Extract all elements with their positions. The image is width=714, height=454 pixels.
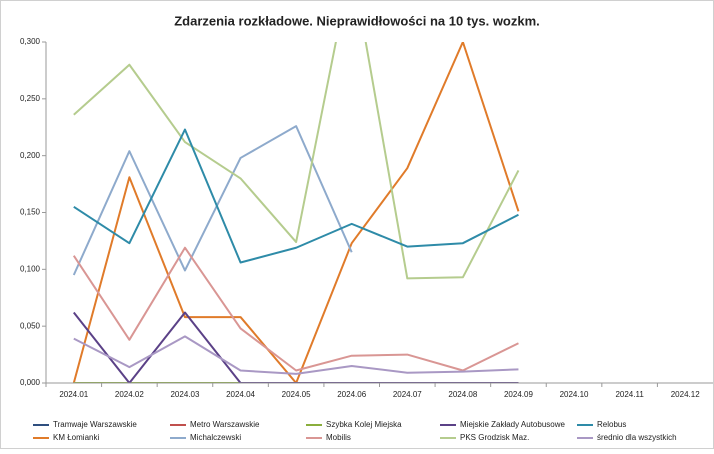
series-line (73, 42, 520, 280)
x-tick-label: 2024.05 (282, 390, 311, 399)
legend-label: średnio dla wszystkich (597, 433, 677, 442)
legend-label: Tramwaje Warszawskie (53, 420, 137, 429)
x-tick-label: 2024.08 (448, 390, 477, 399)
x-tick-label: 2024.04 (226, 390, 255, 399)
chart-title: Zdarzenia rozkładowe. Nieprawidłowości n… (174, 13, 540, 28)
x-tick-label: 2024.01 (59, 390, 88, 399)
x-tick-label: 2024.02 (115, 390, 144, 399)
y-tick-label: 0,050 (20, 321, 41, 330)
series-line (73, 128, 519, 264)
legend-label: KM Łomianki (53, 433, 99, 442)
x-tick-label: 2024.11 (615, 390, 644, 399)
legend-label: Miejskie Zakłady Autobusowe (460, 420, 565, 429)
y-tick-label: 0,000 (20, 378, 41, 387)
x-tick-label: 2024.07 (393, 390, 422, 399)
legend-label: Mobilis (326, 433, 351, 442)
y-tick-label: 0,150 (20, 208, 41, 217)
series-line (73, 335, 519, 375)
x-tick-label: 2024.09 (504, 390, 533, 399)
series-line (72, 125, 353, 276)
legend-label: Metro Warszawskie (190, 420, 260, 429)
legend-label: Michalczewski (190, 433, 241, 442)
y-tick-label: 0,300 (20, 37, 41, 46)
y-tick-label: 0,200 (20, 151, 41, 160)
y-tick-label: 0,100 (20, 264, 41, 273)
plot-area (72, 42, 520, 383)
legend-label: PKS Grodzisk Maz. (460, 433, 529, 442)
series-line (73, 311, 519, 383)
x-tick-label: 2024.12 (671, 390, 700, 399)
x-tick-label: 2024.10 (560, 390, 589, 399)
legend-label: Relobus (597, 420, 626, 429)
y-tick-label: 0,250 (20, 94, 41, 103)
x-tick-label: 2024.03 (170, 390, 199, 399)
series-line (72, 42, 520, 383)
series-line (72, 246, 519, 372)
legend-label: Szybka Kolej Miejska (326, 420, 402, 429)
x-tick-label: 2024.06 (337, 390, 366, 399)
